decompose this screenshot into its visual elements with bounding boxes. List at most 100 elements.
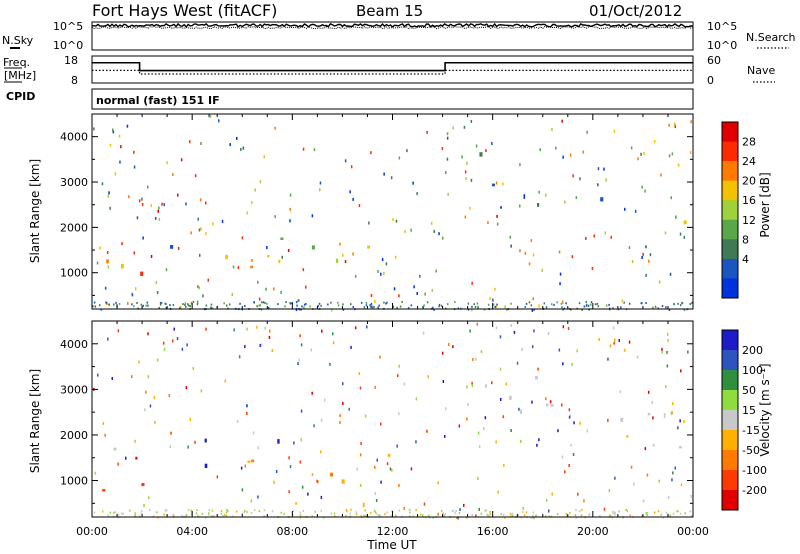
echo-cell bbox=[657, 510, 660, 513]
echo-cell bbox=[112, 512, 115, 514]
echo-cell bbox=[350, 508, 352, 511]
echo-cell bbox=[648, 259, 650, 263]
echo-cell bbox=[263, 515, 265, 518]
echo-cell bbox=[413, 285, 415, 289]
echo-cell bbox=[168, 394, 171, 397]
colorbar-tick-label: -15 bbox=[742, 424, 760, 437]
colorbar-swatch bbox=[722, 258, 738, 279]
echo-cell bbox=[452, 509, 455, 512]
echo-cell bbox=[597, 183, 599, 187]
echo-cell bbox=[323, 398, 326, 402]
echo-cell bbox=[644, 447, 647, 451]
echo-cell bbox=[612, 511, 614, 513]
echo-cell bbox=[422, 306, 424, 309]
echo-cell bbox=[419, 274, 421, 278]
echo-cell bbox=[107, 194, 109, 198]
echo-cell bbox=[575, 508, 577, 511]
beam-label: Beam 15 bbox=[356, 2, 423, 20]
echo-cell bbox=[349, 190, 351, 194]
echo-cell bbox=[141, 197, 143, 201]
echo-cell bbox=[211, 515, 213, 518]
echo-cell bbox=[345, 508, 348, 511]
echo-cell bbox=[551, 303, 553, 306]
echo-cell bbox=[525, 511, 528, 514]
echo-cell bbox=[509, 235, 511, 239]
echo-cell bbox=[415, 440, 417, 444]
echo-cell bbox=[389, 467, 392, 471]
echo-cell bbox=[133, 165, 136, 169]
y-tick-label: 1000 bbox=[60, 267, 88, 280]
echo-cell bbox=[663, 413, 666, 418]
echo-cell bbox=[466, 417, 468, 421]
echo-cell bbox=[299, 514, 302, 517]
echo-cell bbox=[205, 201, 207, 205]
echo-cell bbox=[690, 515, 693, 518]
velocity-colorbar-label: Velocity [m s⁻¹] bbox=[758, 363, 772, 456]
echo-cell bbox=[246, 510, 248, 513]
echo-cell bbox=[568, 464, 570, 467]
echo-cell bbox=[588, 513, 591, 515]
colorbar-swatch bbox=[722, 141, 738, 162]
echo-cell bbox=[162, 341, 165, 345]
time-tick-label: 00:00 bbox=[76, 525, 108, 538]
echo-cell bbox=[177, 193, 179, 197]
echo-cell bbox=[441, 351, 444, 355]
echo-cell bbox=[521, 511, 524, 514]
echo-cell bbox=[289, 219, 291, 223]
echo-cell bbox=[102, 422, 105, 425]
colorbar-swatch bbox=[722, 219, 738, 240]
echo-cell bbox=[158, 217, 161, 221]
echo-cell bbox=[661, 350, 663, 354]
echo-cell bbox=[289, 207, 291, 211]
velocity-ylabel: Slant Range [km] bbox=[28, 369, 42, 473]
echo-cell bbox=[537, 203, 540, 207]
echo-cell bbox=[363, 514, 365, 517]
echo-cell bbox=[147, 304, 149, 307]
echo-cell bbox=[677, 426, 679, 430]
echo-cell bbox=[205, 304, 208, 307]
echo-cell bbox=[301, 305, 303, 308]
echo-cell bbox=[359, 453, 362, 457]
echo-cell bbox=[289, 465, 292, 469]
echo-cell bbox=[331, 308, 333, 312]
echo-cell bbox=[491, 381, 493, 385]
echo-cell bbox=[371, 305, 373, 308]
echo-cell bbox=[455, 510, 457, 512]
echo-cell bbox=[433, 229, 435, 233]
echo-cell bbox=[358, 372, 361, 375]
echo-cell bbox=[246, 327, 248, 331]
echo-cell bbox=[398, 412, 400, 416]
cpid-label: CPID bbox=[6, 90, 35, 103]
echo-cell bbox=[377, 270, 379, 273]
echo-cell bbox=[478, 445, 481, 448]
echo-cell bbox=[680, 369, 682, 373]
echo-cell bbox=[133, 251, 135, 255]
echo-cell bbox=[667, 496, 670, 500]
echo-cell bbox=[374, 511, 377, 514]
echo-cell bbox=[435, 269, 437, 273]
echo-cell bbox=[274, 126, 276, 130]
echo-cell bbox=[486, 513, 489, 516]
echo-cell bbox=[109, 511, 111, 514]
echo-cell bbox=[380, 480, 382, 484]
echo-cell bbox=[199, 253, 201, 257]
echo-cell bbox=[613, 513, 616, 516]
echo-cell bbox=[311, 214, 314, 218]
echo-cell bbox=[263, 155, 265, 159]
colorbar-swatch bbox=[722, 278, 738, 299]
echo-cell bbox=[208, 114, 210, 118]
echo-cell bbox=[200, 227, 202, 231]
echo-cell bbox=[676, 510, 678, 513]
velocity-panel: 1000 2000 3000 4000 Slant Range [km] 200 100… bbox=[28, 320, 772, 520]
echo-cell bbox=[674, 466, 676, 470]
echo-cell bbox=[657, 307, 659, 310]
echo-cell bbox=[226, 304, 228, 307]
echo-cell bbox=[159, 303, 162, 306]
colorbar-swatch bbox=[722, 490, 738, 511]
echo-cell bbox=[187, 509, 190, 512]
echo-cell bbox=[141, 510, 143, 513]
echo-cell bbox=[528, 301, 531, 304]
echo-cell bbox=[538, 304, 540, 308]
echo-cell bbox=[156, 291, 159, 295]
time-tick-label: 12:00 bbox=[377, 525, 409, 538]
